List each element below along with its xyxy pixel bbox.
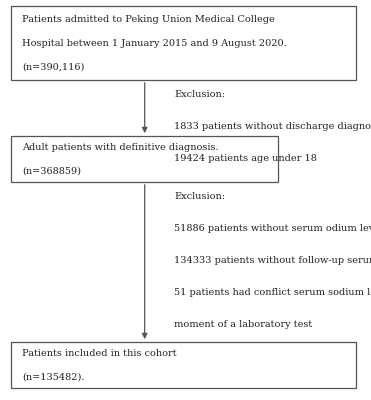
Text: 19424 patients age under 18: 19424 patients age under 18 <box>174 154 317 163</box>
Text: 134333 patients without follow-up serum sodium levels: 134333 patients without follow-up serum … <box>174 256 371 265</box>
Text: Patients admitted to Peking Union Medical College

Hospital between 1 January 20: Patients admitted to Peking Union Medica… <box>22 15 287 71</box>
Text: Exclusion:: Exclusion: <box>174 90 225 99</box>
Text: 1833 patients without discharge diagnosis: 1833 patients without discharge diagnosi… <box>174 122 371 131</box>
Text: Exclusion:: Exclusion: <box>174 192 225 201</box>
Text: 51 patients had conflict serum sodium level in a same: 51 patients had conflict serum sodium le… <box>174 288 371 297</box>
Text: Patients included in this cohort

(n=135482).: Patients included in this cohort (n=1354… <box>22 349 177 381</box>
Text: Adult patients with definitive diagnosis.

(n=368859): Adult patients with definitive diagnosis… <box>22 143 219 175</box>
Text: moment of a laboratory test: moment of a laboratory test <box>174 320 313 328</box>
FancyBboxPatch shape <box>11 342 356 388</box>
Text: 51886 patients without serum odium level on admission: 51886 patients without serum odium level… <box>174 224 371 233</box>
FancyBboxPatch shape <box>11 6 356 80</box>
FancyBboxPatch shape <box>11 136 278 182</box>
